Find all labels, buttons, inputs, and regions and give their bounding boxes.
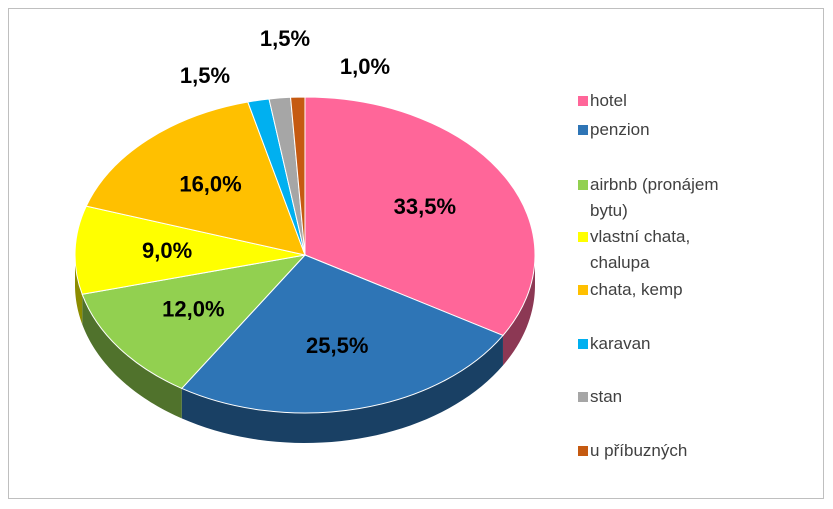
legend-swatch: [578, 180, 588, 190]
slice: [85, 101, 306, 256]
legend-item: stan: [578, 384, 758, 410]
data-label: 16,0%: [179, 172, 241, 197]
slice: [81, 254, 307, 390]
slice: [180, 254, 504, 414]
legend-swatch: [578, 96, 588, 106]
data-label: 12,0%: [162, 297, 224, 322]
legend-label: airbnb (pronájem bytu): [590, 175, 719, 220]
legend-item: hotel: [578, 88, 758, 114]
legend-label: karavan: [590, 334, 651, 353]
slice: [304, 96, 536, 337]
legend-swatch: [578, 232, 588, 242]
legend-swatch: [578, 285, 588, 295]
legend-label: chata, kemp: [590, 280, 683, 299]
legend-swatch: [578, 339, 588, 349]
slice: [290, 96, 306, 256]
data-label: 9,0%: [142, 238, 192, 263]
legend-item: airbnb (pronájem bytu): [578, 172, 758, 224]
slice-side: [75, 255, 83, 325]
data-label: 33,5%: [394, 194, 456, 219]
slice-tops: [74, 96, 536, 414]
legend-label: penzion: [590, 120, 650, 139]
legend-swatch: [578, 125, 588, 135]
chart-border: [8, 8, 824, 499]
legend-item: chata, kemp: [578, 277, 758, 303]
legend-label: u příbuzných: [590, 441, 688, 460]
legend-swatch: [578, 446, 588, 456]
data-label: 1,5%: [260, 26, 310, 51]
slice-side: [181, 335, 503, 443]
slice-sides: [75, 255, 535, 443]
data-label: 1,0%: [340, 54, 390, 79]
legend-item: karavan: [578, 331, 758, 357]
legend-item: penzion: [578, 117, 758, 143]
slice-side: [502, 255, 535, 366]
slice: [74, 205, 306, 295]
legend-swatch: [578, 392, 588, 402]
data-label: 25,5%: [306, 333, 368, 358]
legend-item: u příbuzných: [578, 438, 758, 464]
legend-label: vlastní chata, chalupa: [590, 227, 691, 272]
legend-label: hotel: [590, 91, 627, 110]
slice-side: [82, 294, 182, 419]
data-label: 1,5%: [180, 63, 230, 88]
legend-item: vlastní chata, chalupa: [578, 224, 758, 276]
legend-label: stan: [590, 387, 623, 406]
